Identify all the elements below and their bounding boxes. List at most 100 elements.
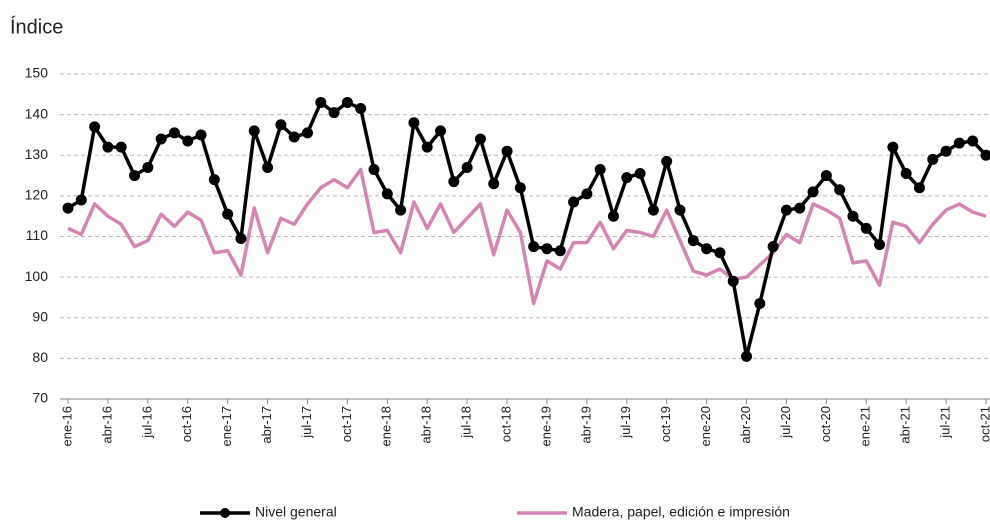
- x-tick-label: jul-16: [139, 406, 154, 439]
- series-marker: [820, 170, 832, 182]
- series-marker: [621, 172, 633, 184]
- series-marker: [940, 145, 952, 157]
- x-tick-label: jul-18: [459, 406, 474, 439]
- series-marker: [142, 161, 154, 173]
- series-marker: [754, 298, 766, 310]
- series-marker: [807, 186, 819, 198]
- series-marker: [794, 202, 806, 214]
- x-tick-label: jul-19: [618, 406, 633, 439]
- series-marker: [461, 161, 473, 173]
- x-tick-label: oct-19: [658, 406, 673, 442]
- series-marker: [594, 163, 606, 175]
- series-marker: [448, 176, 460, 188]
- x-tick-label: abr-18: [419, 406, 434, 444]
- series-marker: [168, 127, 180, 139]
- legend-marker: [220, 508, 230, 518]
- series-marker: [741, 350, 753, 362]
- x-tick-label: ene-21: [858, 406, 873, 446]
- x-tick-label: oct-18: [498, 406, 513, 442]
- series-marker: [408, 117, 420, 129]
- series-marker: [874, 239, 886, 251]
- x-tick-label: oct-20: [818, 406, 833, 442]
- series-marker: [727, 275, 739, 287]
- series-marker: [900, 168, 912, 180]
- series-marker: [674, 204, 686, 216]
- x-tick-label: jul-20: [778, 406, 793, 439]
- x-tick-label: oct-17: [339, 406, 354, 442]
- series-marker: [767, 241, 779, 253]
- series-marker: [847, 210, 859, 222]
- series-marker: [634, 168, 646, 180]
- series-marker: [262, 161, 274, 173]
- series-marker: [528, 241, 540, 253]
- series-marker: [155, 133, 167, 145]
- legend-label: Nivel general: [255, 504, 337, 520]
- y-tick-label: 90: [32, 308, 48, 324]
- series-marker: [967, 135, 979, 147]
- y-tick-label: 130: [25, 146, 49, 162]
- y-tick-label: 140: [25, 105, 49, 121]
- x-tick-label: oct-21: [977, 406, 990, 442]
- series-marker: [328, 107, 340, 119]
- series-marker: [395, 204, 407, 216]
- series-marker: [953, 137, 965, 149]
- series-marker: [129, 170, 141, 182]
- series-marker: [541, 243, 553, 255]
- series-marker: [607, 210, 619, 222]
- y-tick-label: 70: [32, 390, 48, 406]
- series-marker: [381, 188, 393, 200]
- series-marker: [980, 149, 990, 161]
- series-marker: [887, 141, 899, 153]
- series-marker: [687, 235, 699, 247]
- x-tick-label: ene-17: [219, 406, 234, 446]
- x-tick-label: abr-20: [738, 406, 753, 444]
- x-tick-label: ene-16: [59, 406, 74, 446]
- series-marker: [235, 233, 247, 245]
- series-marker: [860, 222, 872, 234]
- x-tick-label: abr-17: [259, 406, 274, 444]
- series-marker: [115, 141, 127, 153]
- series-marker: [514, 182, 526, 194]
- series-marker: [248, 125, 260, 137]
- series-marker: [474, 133, 486, 145]
- series-marker: [581, 188, 593, 200]
- series-marker: [355, 103, 367, 115]
- y-tick-label: 120: [25, 187, 49, 203]
- series-marker: [62, 202, 74, 214]
- series-marker: [568, 196, 580, 208]
- series-marker: [341, 96, 353, 108]
- series-marker: [501, 145, 513, 157]
- series-marker: [75, 194, 87, 206]
- x-tick-label: jul-21: [938, 406, 953, 439]
- series-marker: [182, 135, 194, 147]
- x-tick-label: abr-16: [99, 406, 114, 444]
- series-marker: [195, 129, 207, 141]
- x-tick-label: ene-18: [379, 406, 394, 446]
- series-marker: [421, 141, 433, 153]
- series-marker: [647, 204, 659, 216]
- series-marker: [275, 119, 287, 131]
- y-tick-label: 100: [25, 268, 49, 284]
- series-marker: [701, 243, 713, 255]
- series-marker: [714, 247, 726, 259]
- series-marker: [913, 182, 925, 194]
- series-marker: [315, 96, 327, 108]
- y-tick-label: 80: [32, 349, 48, 365]
- x-tick-label: ene-19: [538, 406, 553, 446]
- series-line: [67, 167, 987, 306]
- series-marker: [301, 127, 313, 139]
- series-marker: [102, 141, 114, 153]
- y-tick-label: 150: [25, 65, 49, 81]
- series-marker: [554, 245, 566, 257]
- series-marker: [222, 208, 234, 220]
- series-marker: [927, 153, 939, 165]
- x-tick-label: ene-20: [698, 406, 713, 446]
- x-tick-label: abr-21: [898, 406, 913, 444]
- x-tick-label: jul-17: [299, 406, 314, 439]
- series-marker: [89, 121, 101, 133]
- y-tick-label: 110: [26, 227, 49, 243]
- x-tick-label: oct-16: [179, 406, 194, 442]
- series-marker: [834, 184, 846, 196]
- series-marker: [435, 125, 447, 137]
